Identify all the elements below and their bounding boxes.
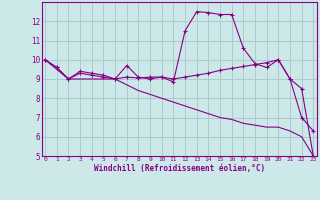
X-axis label: Windchill (Refroidissement éolien,°C): Windchill (Refroidissement éolien,°C) <box>94 164 265 173</box>
